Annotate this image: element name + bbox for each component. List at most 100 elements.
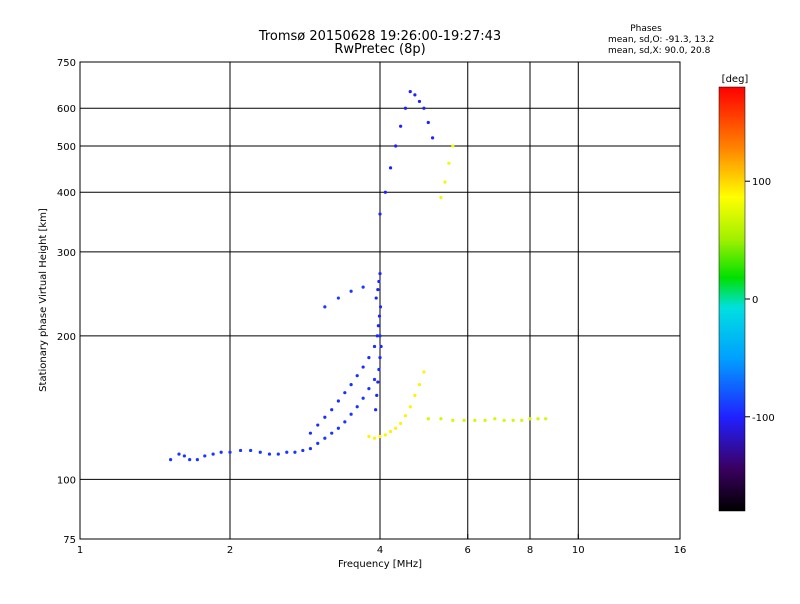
data-point xyxy=(228,450,232,454)
data-point xyxy=(182,454,186,458)
data-point xyxy=(203,454,207,458)
data-point xyxy=(399,421,403,426)
data-point xyxy=(447,161,451,165)
data-point xyxy=(417,99,422,104)
data-point xyxy=(349,289,353,293)
x-tick-label: 6 xyxy=(465,545,471,556)
data-point xyxy=(361,285,365,289)
y-tick-label: 200 xyxy=(57,332,76,343)
x-tick-label: 4 xyxy=(377,545,383,556)
data-point xyxy=(443,180,447,184)
data-point xyxy=(375,393,379,398)
x-tick-label: 10 xyxy=(572,545,585,556)
data-point xyxy=(330,408,334,412)
data-point xyxy=(511,418,515,422)
data-point xyxy=(422,106,426,110)
data-point xyxy=(462,418,466,422)
data-point xyxy=(372,344,377,349)
data-point xyxy=(258,450,262,454)
x-ticks: 1 2 4 6 8 10 16 xyxy=(77,534,687,556)
data-point xyxy=(323,436,327,440)
x-tick-label: 1 xyxy=(77,545,83,556)
data-point xyxy=(544,417,548,421)
data-point xyxy=(293,450,297,454)
y-tick-label: 75 xyxy=(63,535,76,546)
data-point xyxy=(493,417,497,421)
data-point xyxy=(367,356,371,360)
data-point xyxy=(388,166,393,170)
data-point xyxy=(316,441,320,445)
data-point xyxy=(238,448,243,453)
data-point xyxy=(308,431,313,435)
stats-line-x: mean, sd,X: 90.0, 20.8 xyxy=(608,46,711,56)
colorbar-ticks: 100 0 -100 xyxy=(745,177,775,424)
data-point xyxy=(394,144,398,148)
data-point xyxy=(361,365,365,369)
data-point xyxy=(403,106,408,110)
data-point xyxy=(349,412,353,416)
data-point xyxy=(211,452,215,456)
x-tick-label: 8 xyxy=(527,545,533,556)
data-point xyxy=(502,418,506,422)
data-point xyxy=(408,90,412,94)
data-point xyxy=(422,370,426,374)
y-ticks: 75 100 200 300 400 500 600 750 xyxy=(57,58,76,546)
data-point xyxy=(473,418,477,422)
data-point xyxy=(377,314,382,318)
data-point xyxy=(388,429,393,434)
data-point xyxy=(372,436,377,440)
data-point xyxy=(378,334,382,338)
data-point xyxy=(383,190,387,194)
data-point xyxy=(378,356,382,360)
x-tick-label: 16 xyxy=(674,545,687,556)
stats-line-o: mean, sd,O: -91.3, 13.2 xyxy=(608,35,714,45)
data-point xyxy=(413,393,417,398)
colorbar: [deg] 100 0 -100 xyxy=(718,74,775,512)
data-point xyxy=(376,287,380,292)
plot-area: 1 2 4 6 8 10 16 75 100 200 300 400 500 600 750 xyxy=(57,58,686,556)
data-point xyxy=(399,124,403,128)
data-point xyxy=(376,324,380,328)
data-point xyxy=(378,434,382,439)
data-point xyxy=(413,93,417,97)
data-point xyxy=(375,334,379,338)
colorbar-tick-label: 0 xyxy=(752,295,758,306)
data-point xyxy=(308,447,313,451)
data-point xyxy=(377,279,381,284)
data-point xyxy=(349,383,353,387)
data-point xyxy=(355,405,359,409)
data-point xyxy=(439,195,443,200)
colorbar-tick-label: 100 xyxy=(752,177,771,188)
data-points xyxy=(169,90,548,462)
x-tick-label: 2 xyxy=(227,545,233,556)
grid-lines xyxy=(80,62,680,539)
data-point xyxy=(377,367,381,372)
data-point xyxy=(430,136,435,140)
data-point xyxy=(323,415,327,419)
data-point xyxy=(451,144,455,148)
data-point xyxy=(249,448,253,453)
data-point xyxy=(361,396,365,400)
data-point xyxy=(343,391,347,395)
data-point xyxy=(536,417,540,421)
data-point xyxy=(528,417,532,421)
chart-title: Tromsø 20150628 19:26:00-19:27:43 xyxy=(258,29,501,44)
data-point xyxy=(367,434,371,439)
data-point xyxy=(378,212,382,216)
data-point xyxy=(383,433,387,437)
data-point xyxy=(378,272,382,276)
data-point xyxy=(169,458,173,462)
data-point xyxy=(343,420,347,424)
x-axis-label: Frequency [MHz] xyxy=(338,559,422,570)
data-point xyxy=(267,452,272,456)
y-tick-label: 500 xyxy=(57,142,76,153)
data-point xyxy=(372,377,377,382)
data-point xyxy=(374,408,378,412)
data-point xyxy=(378,305,383,309)
data-point xyxy=(276,452,280,456)
data-point xyxy=(316,423,320,427)
data-point xyxy=(367,387,371,391)
data-point xyxy=(336,426,340,430)
data-point xyxy=(195,458,199,462)
